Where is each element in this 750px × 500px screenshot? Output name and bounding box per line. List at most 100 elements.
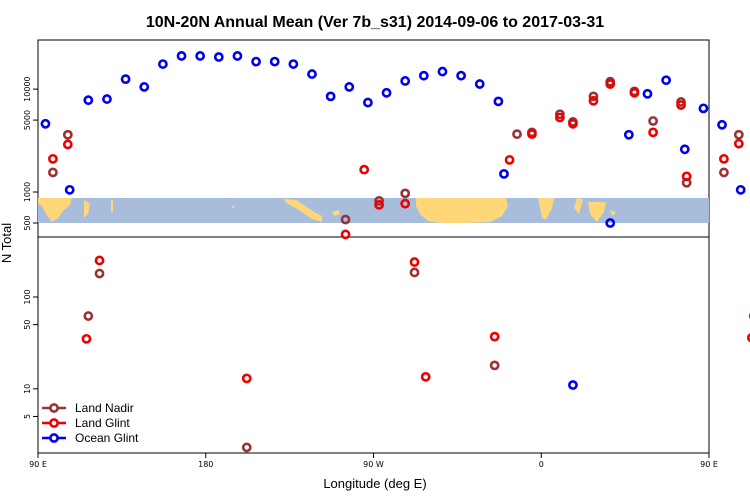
land-nadir-point [588,91,599,102]
plot-frame [37,39,710,454]
y-tick-label: 10 [23,384,32,394]
ocean-glint-point [493,96,504,107]
land-glint-point [527,129,537,140]
x-tick-label: 0 [539,460,544,469]
land-glint-point [629,87,640,98]
ocean-glint-point [139,82,150,92]
y-tick-label: 50 [23,320,32,330]
chart-title: 10N-20N Annual Mean (Ver 7b_s31) 2014-09… [146,14,604,31]
land-glint-point [746,333,750,343]
land-nadir-point [409,267,420,278]
ocean-glint-point [642,88,653,99]
ocean-glint-point [363,97,373,108]
y-tick-label: 100 [23,289,32,304]
land-glint-point [359,164,370,175]
land-glint-point [374,199,384,210]
land-glint-point [489,331,500,342]
land-nadir-point [733,129,744,140]
land-nadir-point [241,442,252,453]
ocean-glint-point [474,79,485,89]
land-masses [38,198,616,223]
ocean-glint-point [568,380,578,390]
ocean-glint-point [251,56,261,67]
land-glint-point [588,95,599,106]
land-nadir-point [719,167,729,178]
x-tick-label: 90 E [700,460,718,469]
ocean-glint-point [120,74,131,85]
ocean-glint-point [288,59,299,69]
legend-label-land-nadir: Land Nadir [75,401,134,415]
ocean-glint-point [400,76,411,86]
x-tick-label: 90 E [29,460,47,469]
ocean-glint-point [499,168,509,179]
ocean-glint-point [83,95,94,106]
y-tick-label: 1000 [23,182,32,202]
land-nadir-point [648,116,658,126]
y-tick-label: 500 [23,215,32,230]
y-tick-label: 10000 [23,76,32,101]
ocean-glint-point [157,59,168,69]
land-nadir-point [94,268,105,279]
land-nadir-point [48,167,58,178]
land-glint-point [81,333,92,344]
land-glint-point [409,257,420,267]
ocean-glint-point [213,52,224,62]
ocean-glint-point [40,118,51,129]
ocean-glint-point [64,184,75,195]
land-glint-point [504,155,515,165]
ocean-glint-point [735,184,746,195]
legend-label-land-glint: Land Glint [75,416,130,430]
ocean-glint-point [269,56,280,67]
data-points [40,51,750,453]
x-tick-label: 90 W [363,460,384,469]
ocean-glint-point [661,75,672,86]
legend-marker-ocean-glint [49,433,59,443]
ocean-glint-point [437,66,448,77]
land-nadir-point [400,188,411,199]
land-nadir-point [340,214,351,225]
ocean-glint-point [232,51,243,61]
land-glint-point [719,153,729,164]
land-glint-point [241,373,252,384]
y-axis-label: N Total [0,223,14,263]
land-glint-point [681,171,692,182]
land-glint-point [733,138,744,149]
land-nadir-point [512,129,522,140]
ocean-glint-point [605,218,616,228]
x-tick-label: 180 [198,460,213,469]
ocean-glint-point [717,119,727,130]
ocean-glint-point [176,51,187,61]
land-glint-point [340,229,351,240]
ocean-glint-point [623,129,634,140]
ocean-glint-point [195,51,206,61]
ocean-glint-point [381,87,392,98]
y-axis: 500 1000 5000 10000 5 10 50 100 [23,76,38,419]
land-glint-point [554,112,565,123]
ocean-glint-point [698,103,709,114]
legend-marker-land-nadir [49,403,59,413]
y-tick-label: 5 [23,414,32,419]
land-glint-point [605,79,616,89]
ocean-glint-point [307,69,317,79]
x-axis-label: Longitude (deg E) [323,476,426,491]
x-axis: 90 E 180 90 W 0 90 E [29,453,718,469]
ocean-glint-point [344,82,355,92]
land-glint-point [676,100,686,110]
ocean-glint-point [456,70,467,81]
ocean-glint-point [102,94,112,104]
land-nadir-point [62,129,73,140]
land-glint-point [62,139,73,150]
land-glint-point [400,198,411,209]
legend-marker-land-glint [49,418,59,428]
ocean-glint-point [418,70,429,81]
legend-label-ocean-glint: Ocean Glint [75,431,139,445]
ocean-glint-point [325,91,336,102]
land-glint-point [568,118,578,129]
land-nadir-point [374,195,384,206]
ocean-glint-point [679,144,690,155]
land-nadir-point [489,360,500,371]
map-strip [38,198,709,223]
land-glint-point [648,127,658,138]
